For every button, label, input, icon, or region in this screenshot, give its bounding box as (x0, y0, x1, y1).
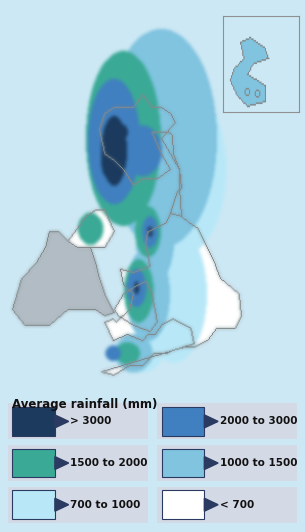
Text: < 700: < 700 (220, 500, 254, 510)
Text: > 3000: > 3000 (70, 417, 112, 426)
FancyBboxPatch shape (8, 403, 148, 439)
FancyBboxPatch shape (157, 487, 297, 522)
Polygon shape (55, 498, 69, 511)
Text: 1000 to 1500: 1000 to 1500 (220, 458, 297, 468)
Polygon shape (204, 498, 218, 511)
Polygon shape (55, 456, 69, 470)
FancyBboxPatch shape (12, 491, 55, 519)
FancyBboxPatch shape (157, 403, 297, 439)
FancyBboxPatch shape (162, 407, 204, 436)
Text: 1500 to 2000: 1500 to 2000 (70, 458, 148, 468)
Polygon shape (204, 456, 218, 470)
Text: Average rainfall (mm): Average rainfall (mm) (12, 398, 158, 411)
Text: 2000 to 3000: 2000 to 3000 (220, 417, 297, 426)
FancyBboxPatch shape (12, 448, 55, 477)
FancyBboxPatch shape (162, 448, 204, 477)
FancyBboxPatch shape (8, 487, 148, 522)
FancyBboxPatch shape (8, 445, 148, 481)
FancyBboxPatch shape (162, 491, 204, 519)
Text: 700 to 1000: 700 to 1000 (70, 500, 141, 510)
Polygon shape (204, 415, 218, 428)
FancyBboxPatch shape (157, 445, 297, 481)
FancyBboxPatch shape (12, 407, 55, 436)
Polygon shape (55, 415, 69, 428)
